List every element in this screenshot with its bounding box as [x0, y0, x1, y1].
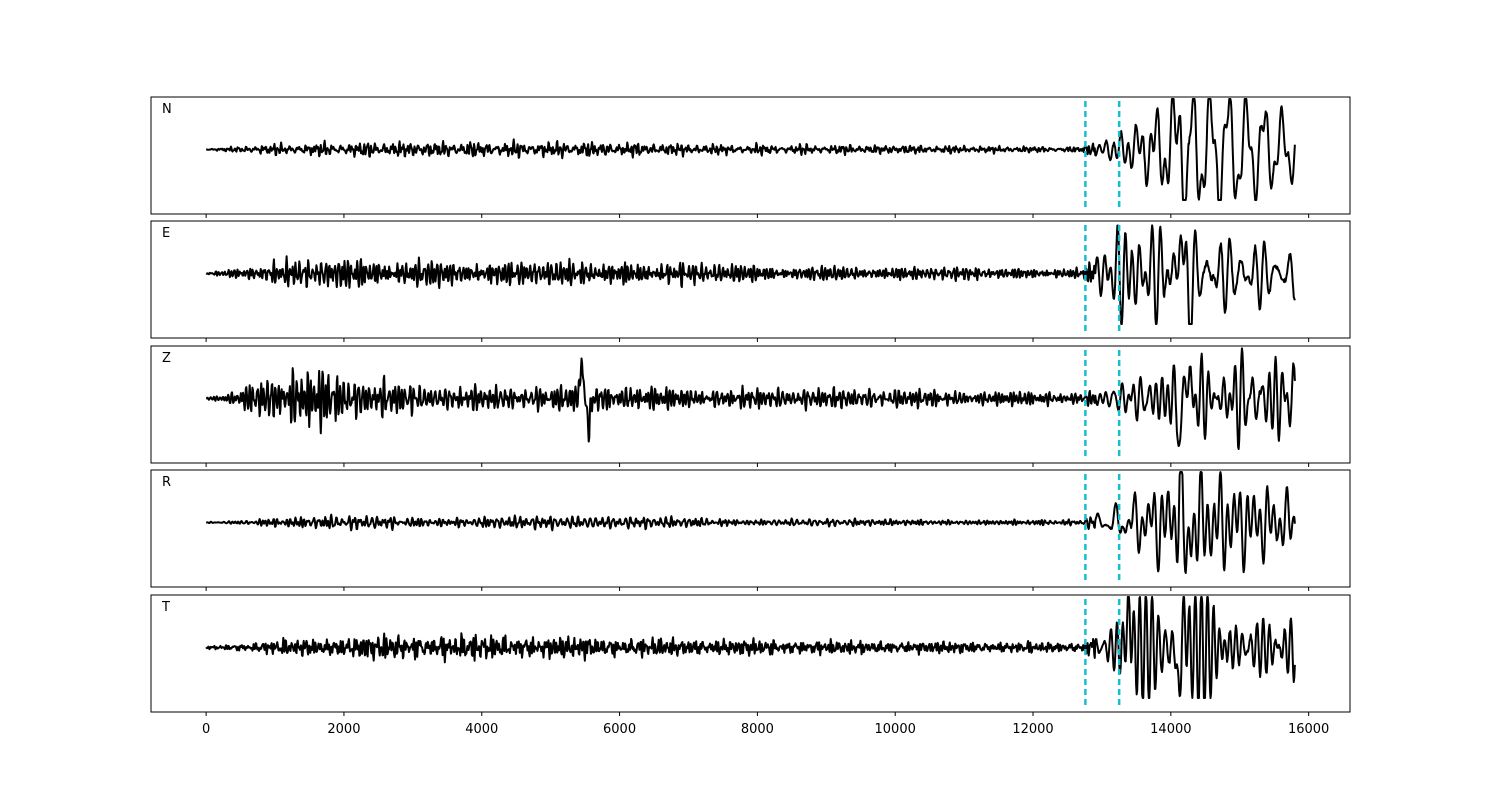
- panel-frame: [150, 594, 1351, 713]
- panel-frame: [150, 220, 1351, 339]
- trace-e: [205, 224, 1296, 325]
- x-tick-label: 10000: [875, 722, 916, 737]
- channel-label: R: [162, 475, 171, 490]
- x-tick-label: 14000: [1150, 722, 1191, 737]
- x-tick-label: 2000: [327, 722, 360, 737]
- trace-t: [205, 596, 1296, 699]
- channel-label: Z: [162, 351, 171, 366]
- panel-n: N: [150, 96, 1351, 218]
- trace-z: [205, 347, 1296, 450]
- trace-r: [205, 471, 1296, 574]
- panel-t: T: [150, 594, 1351, 716]
- x-tick-label: 4000: [465, 722, 498, 737]
- channel-label: N: [162, 102, 172, 117]
- channel-label: E: [162, 226, 170, 241]
- trace-n: [205, 98, 1296, 201]
- x-tick-label: 6000: [603, 722, 636, 737]
- panel-frame: [150, 96, 1351, 215]
- x-tick-label: 16000: [1288, 722, 1329, 737]
- x-axis: 0 2000 4000 6000 8000 10000 12000 14000 16000: [202, 722, 1329, 737]
- panel-frame: [150, 345, 1351, 464]
- x-tick-label: 12000: [1012, 722, 1053, 737]
- channel-label: T: [161, 600, 170, 615]
- x-tick-label: 0: [202, 722, 210, 737]
- panel-z: Z: [150, 345, 1351, 467]
- panel-frame: [150, 469, 1351, 588]
- panel-e: E: [150, 220, 1351, 342]
- x-tick-label: 8000: [741, 722, 774, 737]
- panel-r: R: [150, 469, 1351, 591]
